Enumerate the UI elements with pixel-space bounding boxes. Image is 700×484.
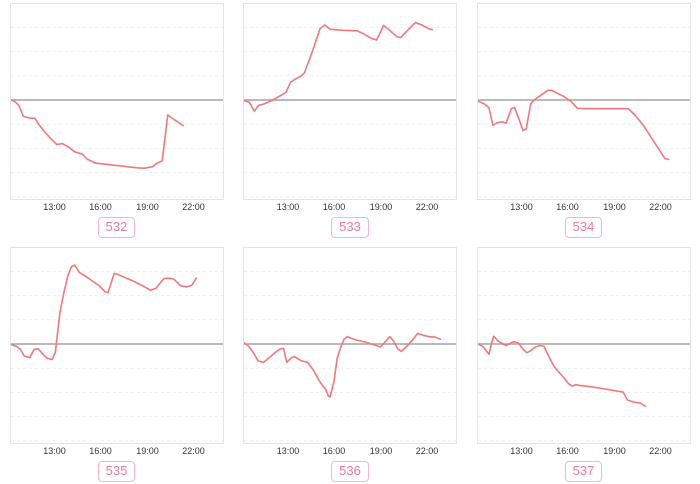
x-axis-labels: 13:00 16:00 19:00 22:00 — [478, 444, 690, 457]
x-tick-label: 16:00 — [89, 446, 112, 456]
x-tick-label: 19:00 — [369, 202, 393, 212]
x-tick-label: 19:00 — [136, 202, 159, 212]
x-tick-label: 16:00 — [322, 202, 346, 212]
chart-id-badge-533[interactable]: 533 — [331, 217, 369, 238]
chart-box-537 — [476, 247, 691, 444]
chart-canvas-533[interactable] — [244, 4, 456, 199]
x-axis-labels: 13:00 16:00 19:00 22:00 — [244, 444, 456, 457]
chart-id-badge-532[interactable]: 532 — [97, 217, 136, 238]
x-tick-label: 19:00 — [603, 202, 626, 212]
x-tick-label: 13:00 — [510, 446, 533, 456]
x-tick-label: 22:00 — [649, 202, 672, 212]
chart-canvas-537[interactable] — [477, 248, 690, 443]
chart-panel-533: __ _ ___ __,_ __ __ 13:00 16:00 19:00 22… — [233, 0, 467, 242]
badge-row: 532 — [0, 217, 233, 241]
chart-panel-532: __ _ ___ __,_ __ __ 13:00 16:00 19:00 22… — [0, 0, 233, 242]
chart-id-badge-534[interactable]: 534 — [564, 217, 603, 238]
x-tick-label: 16:00 — [322, 446, 346, 456]
x-tick-label: 13:00 — [276, 446, 300, 456]
badge-row: 533 — [233, 217, 467, 241]
badge-row: 534 — [467, 217, 700, 241]
x-axis-labels: 13:00 16:00 19:00 22:00 — [478, 200, 690, 213]
x-tick-label: 13:00 — [510, 202, 533, 212]
chart-id-badge-536[interactable]: 536 — [331, 461, 369, 482]
chart-box-536 — [243, 247, 457, 444]
x-tick-label: 13:00 — [43, 202, 66, 212]
x-axis-labels: 13:00 16:00 19:00 22:00 — [11, 200, 223, 213]
chart-canvas-535[interactable] — [10, 248, 223, 443]
chart-canvas-532[interactable] — [10, 4, 223, 199]
chart-box-535 — [9, 247, 224, 444]
badge-row: 536 — [233, 461, 467, 484]
chart-panel-537: __ _ ___ __,_ __ __ 13:00 16:00 19:00 22… — [467, 242, 700, 484]
x-tick-label: 22:00 — [649, 446, 672, 456]
x-tick-label: 19:00 — [603, 446, 626, 456]
chart-panel-536: __ _ ___ __,_ __ __ 13:00 16:00 19:00 22… — [233, 242, 467, 484]
chart-id-badge-537[interactable]: 537 — [564, 461, 603, 482]
chart-box-533 — [243, 3, 457, 200]
badge-row: 537 — [467, 461, 700, 484]
x-tick-label: 16:00 — [89, 202, 112, 212]
x-axis-labels: 13:00 16:00 19:00 22:00 — [11, 444, 223, 457]
chart-canvas-534[interactable] — [477, 4, 690, 199]
chart-id-badge-535[interactable]: 535 — [97, 461, 136, 482]
x-tick-label: 22:00 — [415, 202, 439, 212]
x-tick-label: 19:00 — [136, 446, 159, 456]
x-tick-label: 16:00 — [556, 446, 579, 456]
chart-canvas-536[interactable] — [244, 248, 456, 443]
chart-panel-534: __ _ ___ __,_ __ __ 13:00 16:00 19:00 22… — [467, 0, 700, 242]
x-tick-label: 19:00 — [369, 446, 393, 456]
x-tick-label: 22:00 — [182, 202, 205, 212]
x-axis-labels: 13:00 16:00 19:00 22:00 — [244, 200, 456, 213]
x-tick-label: 22:00 — [415, 446, 439, 456]
chart-panel-535: __ _ ___ __,_ __ __ 13:00 16:00 19:00 22… — [0, 242, 233, 484]
x-tick-label: 22:00 — [182, 446, 205, 456]
x-tick-label: 13:00 — [276, 202, 300, 212]
chart-box-534 — [476, 3, 691, 200]
x-tick-label: 16:00 — [556, 202, 579, 212]
badge-row: 535 — [0, 461, 233, 484]
x-tick-label: 13:00 — [43, 446, 66, 456]
chart-box-532 — [9, 3, 224, 200]
